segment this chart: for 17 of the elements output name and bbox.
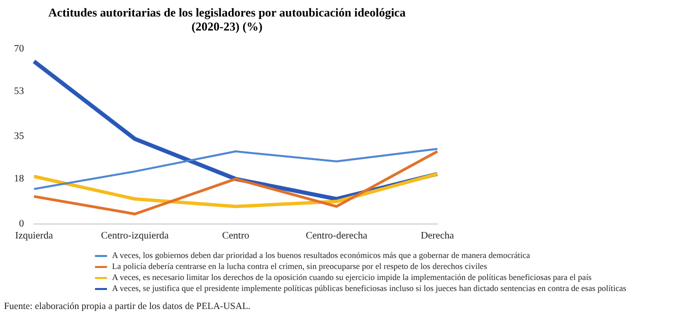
source-note: Fuente: elaboración propia a partir de los datos de PELA-USAL.: [4, 302, 252, 312]
y-tick-label: 0: [19, 218, 24, 230]
x-tick-label: Centro-izquierda: [100, 230, 170, 242]
x-tick-label: Centro: [222, 230, 250, 242]
text: (2020-23) (%): [192, 20, 262, 34]
x-tick-label: Derecha: [420, 230, 455, 242]
y-tick-label: 70: [14, 43, 24, 54]
legend-label: A veces, es necesario limitar los derechos de la oposición cuando su ejercicio impide la implementación de políticas beneficiosas para el país: [112, 272, 592, 283]
x-tick-label: Izquierda: [15, 230, 54, 242]
legend-label: A veces, se justifica que el presidente implemente políticas públicas beneficiosas incluso si los jueces han dictado sentencias en contra de esas políticas: [112, 283, 626, 294]
text: Actitudes autoritarias de los legisladores por autoubicación ideológica: [48, 5, 406, 20]
legend-label: La policía debería centrarse en la lucha contra el crimen, sin preocuparse por el respeto de los derechos civiles: [112, 261, 488, 272]
x-tick-label: Centro-derecha: [306, 230, 368, 242]
y-tick-label: 35: [14, 131, 24, 142]
y-tick-label: 18: [14, 174, 24, 185]
y-tick-label: 53: [14, 86, 24, 97]
legend-label: A veces, los gobiernos deben dar prioridad a los buenos resultados económicos más que a gobernar de manera democrática: [112, 250, 530, 261]
